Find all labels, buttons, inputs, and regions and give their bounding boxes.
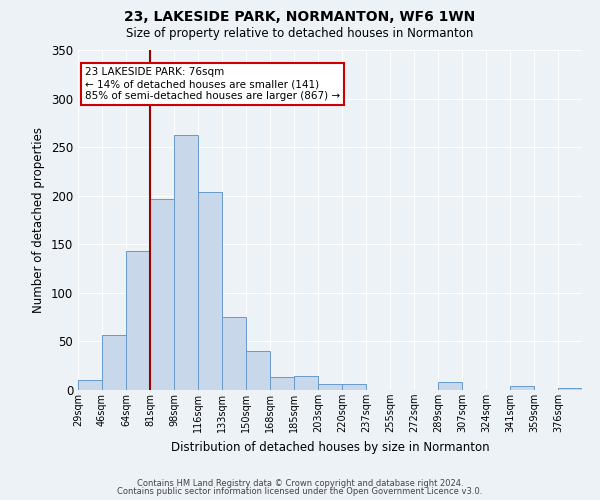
Bar	[294, 376, 318, 390]
Bar	[510, 386, 534, 390]
Bar	[174, 136, 198, 390]
X-axis label: Distribution of detached houses by size in Normanton: Distribution of detached houses by size …	[170, 440, 490, 454]
Bar	[342, 384, 366, 390]
Bar	[102, 334, 126, 390]
Text: Contains public sector information licensed under the Open Government Licence v3: Contains public sector information licen…	[118, 487, 482, 496]
Text: 23, LAKESIDE PARK, NORMANTON, WF6 1WN: 23, LAKESIDE PARK, NORMANTON, WF6 1WN	[124, 10, 476, 24]
Text: Contains HM Land Registry data © Crown copyright and database right 2024.: Contains HM Land Registry data © Crown c…	[137, 478, 463, 488]
Bar	[150, 198, 174, 390]
Bar	[78, 380, 102, 390]
Y-axis label: Number of detached properties: Number of detached properties	[32, 127, 46, 313]
Bar	[222, 317, 246, 390]
Bar	[270, 378, 294, 390]
Bar	[438, 382, 462, 390]
Bar	[318, 384, 342, 390]
Text: Size of property relative to detached houses in Normanton: Size of property relative to detached ho…	[127, 28, 473, 40]
Bar	[126, 251, 150, 390]
Bar	[246, 351, 270, 390]
Bar	[558, 388, 582, 390]
Bar	[198, 192, 222, 390]
Text: 23 LAKESIDE PARK: 76sqm
← 14% of detached houses are smaller (141)
85% of semi-d: 23 LAKESIDE PARK: 76sqm ← 14% of detache…	[85, 68, 340, 100]
